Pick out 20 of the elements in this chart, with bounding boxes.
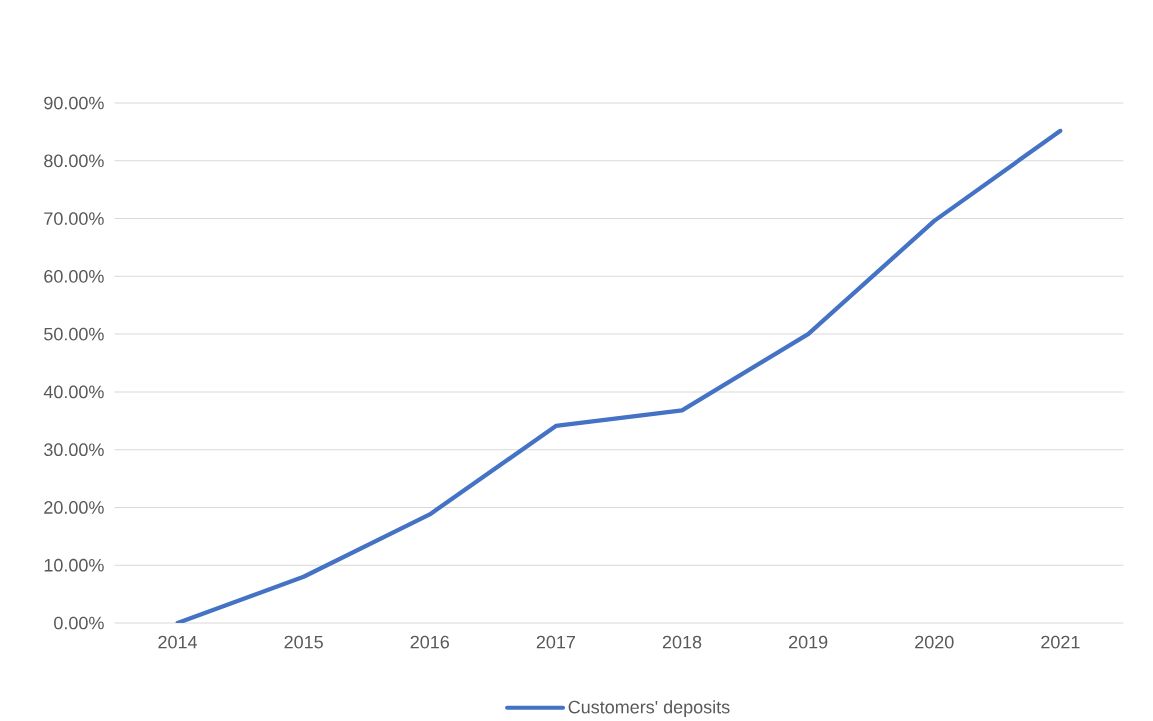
y-tick-label: 60.00% [44,270,104,283]
y-tick-label: 70.00% [44,212,104,226]
y-tick-label: 10.00% [44,559,104,572]
legend-label: Customers' deposits [568,700,730,718]
x-tick-label: 2021 [1041,635,1080,649]
y-tick-label: 90.00% [44,96,104,110]
y-tick-label: 30.00% [44,443,104,457]
x-tick-label: 2014 [158,635,198,649]
x-tick-label: 2020 [915,635,954,649]
x-tick-label: 2019 [789,635,828,649]
x-tick-label: 2016 [410,635,449,649]
y-tick-label: 40.00% [43,385,104,399]
y-tick-label: 20.00% [44,501,104,514]
x-tick-label: 2015 [284,635,323,649]
y-tick-label: 0.00% [54,616,104,630]
y-tick-label: 80.00% [44,154,104,168]
x-tick-label: 2017 [536,635,576,649]
y-tick-label: 50.00% [44,327,104,341]
line-series [175,128,1063,624]
x-tick-label: 2018 [662,635,702,649]
